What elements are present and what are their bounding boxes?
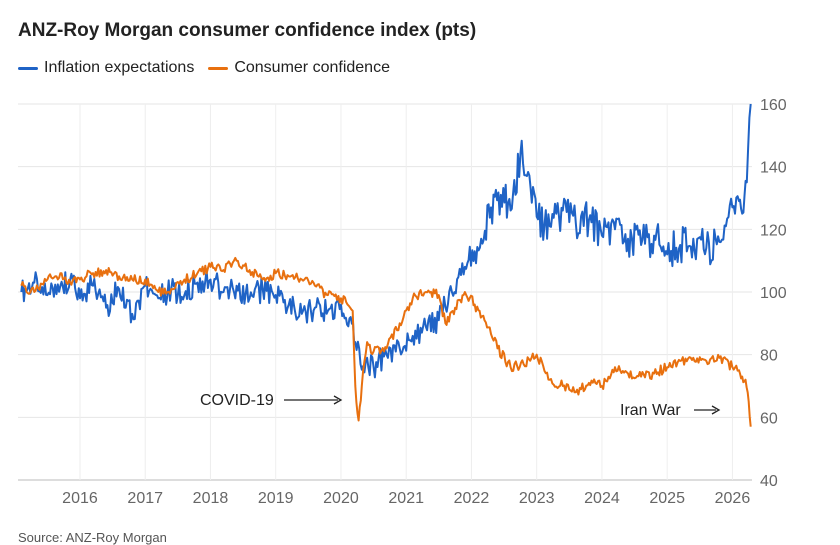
legend-item-inflation: Inflation expectations bbox=[18, 59, 194, 77]
annotation-iran-arrow-head bbox=[711, 405, 721, 415]
x-tick-label-2016: 2016 bbox=[62, 490, 98, 507]
legend-label-confidence: Consumer confidence bbox=[234, 59, 390, 76]
x-tick-label-2018: 2018 bbox=[193, 490, 229, 507]
y-tick-label-160: 160 bbox=[760, 97, 787, 114]
y-tick-label-120: 120 bbox=[760, 222, 787, 239]
legend-swatch-confidence bbox=[208, 66, 229, 70]
legend: Inflation expectations Consumer confiden… bbox=[18, 59, 390, 77]
annotation-iran-war: Iran War bbox=[620, 402, 681, 419]
x-tick-label-2024: 2024 bbox=[584, 490, 620, 507]
x-tick-label-2017: 2017 bbox=[127, 490, 163, 507]
x-tick-label-2019: 2019 bbox=[258, 490, 294, 507]
y-tick-label-80: 80 bbox=[760, 348, 778, 365]
x-tick-label-2025: 2025 bbox=[649, 490, 685, 507]
x-tick-label-2026: 2026 bbox=[715, 490, 751, 507]
chart-title: ANZ-Roy Morgan consumer confidence index… bbox=[18, 20, 477, 41]
y-tick-label-140: 140 bbox=[760, 160, 787, 177]
x-tick-label-2023: 2023 bbox=[519, 490, 555, 507]
annotation-covid-arrow-head bbox=[333, 395, 343, 405]
series-line-inflation-expectations bbox=[20, 103, 752, 379]
legend-item-confidence: Consumer confidence bbox=[208, 59, 390, 77]
y-tick-label-100: 100 bbox=[760, 285, 787, 302]
annotation-covid-19: COVID-19 bbox=[200, 392, 274, 409]
x-tick-label-2022: 2022 bbox=[454, 490, 490, 507]
y-tick-label-40: 40 bbox=[760, 473, 778, 490]
y-tick-label-60: 60 bbox=[760, 410, 778, 427]
series-line-consumer-confidence bbox=[20, 256, 752, 427]
x-tick-label-2021: 2021 bbox=[388, 490, 424, 507]
x-tick-label-2020: 2020 bbox=[323, 490, 359, 507]
legend-swatch-inflation bbox=[18, 66, 38, 70]
legend-label-inflation: Inflation expectations bbox=[44, 59, 195, 76]
